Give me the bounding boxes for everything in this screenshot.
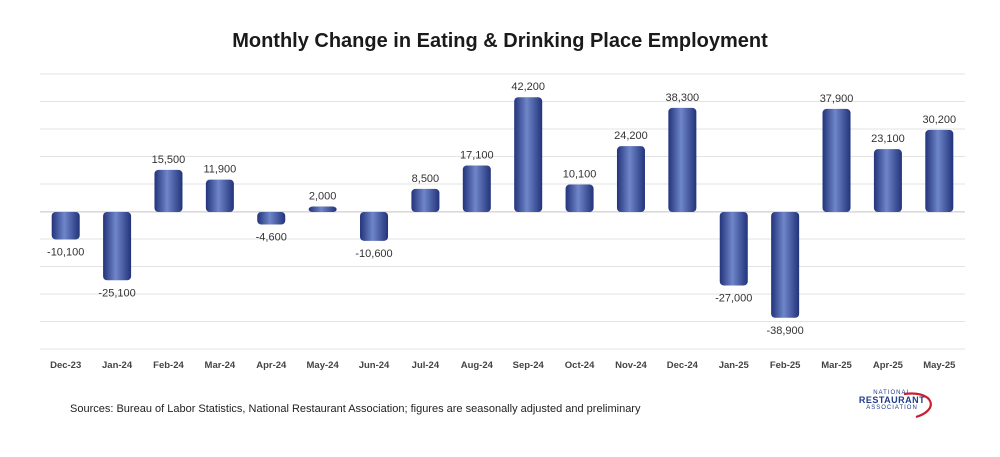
- x-tick-label: Mar-24: [205, 360, 236, 371]
- gridlines: [40, 73, 965, 350]
- bar-mar-25: [822, 108, 851, 212]
- x-axis-labels: Dec-23 Jan-24 Feb-24 Mar-24 Apr-24 May-24 Jun-…: [50, 360, 956, 371]
- logo-text-restaurant: RESTAURANT: [858, 395, 926, 405]
- x-tick-label: Aug-24: [461, 360, 494, 371]
- logo-text-national: NATIONAL: [873, 390, 911, 396]
- x-tick-label: Apr-24: [256, 360, 287, 371]
- x-tick-label: Apr-25: [873, 360, 904, 371]
- value-label: 17,100: [460, 149, 494, 161]
- bar-apr-25: [873, 149, 902, 212]
- x-tick-label: Jan-25: [719, 360, 750, 371]
- value-label: 2,000: [309, 191, 337, 203]
- value-label: -10,100: [47, 246, 84, 258]
- x-tick-label: Jun-24: [359, 360, 390, 371]
- value-label: 30,200: [922, 114, 956, 126]
- national-restaurant-association-logo: NATIONAL RESTAURANT ASSOCIATION: [842, 384, 942, 424]
- value-label: 8,500: [412, 173, 440, 185]
- x-tick-label: Jul-24: [412, 360, 440, 371]
- value-label: -10,600: [355, 248, 392, 260]
- chart-title: Monthly Change in Eating & Drinking Plac…: [232, 30, 768, 52]
- value-label: 23,100: [871, 133, 905, 145]
- logo-text-association: ASSOCIATION: [866, 405, 918, 411]
- bar-jun-24: [360, 212, 389, 241]
- value-labels-group: -10,100 -25,100 15,500 11,900 -4,600 2,000 -10…: [47, 81, 956, 337]
- value-label: 38,300: [666, 92, 700, 104]
- x-tick-label: Feb-25: [770, 360, 801, 371]
- source-note: Sources: Bureau of Labor Statistics, Nat…: [70, 403, 641, 415]
- bar-mar-24: [205, 179, 234, 212]
- bar-nov-24: [616, 146, 645, 212]
- bar-dec-24: [668, 107, 697, 212]
- bars-group: [51, 97, 954, 318]
- bar-jul-24: [411, 188, 440, 212]
- value-label: 15,500: [152, 154, 186, 166]
- x-tick-label: Mar-25: [821, 360, 852, 371]
- value-label: 42,200: [511, 81, 545, 93]
- bar-oct-24: [565, 184, 594, 212]
- swoosh-icon: [903, 392, 932, 419]
- bar-sep-24: [514, 97, 543, 212]
- value-label: -27,000: [715, 292, 752, 304]
- bar-jan-24: [103, 212, 132, 281]
- x-tick-label: Dec-24: [667, 360, 699, 371]
- bar-may-25: [925, 129, 954, 212]
- value-label: 10,100: [563, 169, 597, 181]
- value-label: -25,100: [98, 287, 135, 299]
- bar-apr-24: [257, 212, 286, 225]
- bar-dec-23: [51, 212, 80, 240]
- x-tick-label: Jan-24: [102, 360, 133, 371]
- value-label: -38,900: [766, 325, 803, 337]
- x-tick-label: Sep-24: [513, 360, 545, 371]
- value-label: -4,600: [256, 232, 287, 244]
- bar-aug-24: [462, 165, 491, 212]
- x-tick-label: May-25: [923, 360, 956, 371]
- x-tick-label: Feb-24: [153, 360, 184, 371]
- bar-feb-25: [771, 212, 800, 318]
- value-label: 11,900: [203, 164, 236, 176]
- bar-may-24: [308, 206, 337, 212]
- x-tick-label: Oct-24: [565, 360, 595, 371]
- x-tick-label: Dec-23: [50, 360, 81, 371]
- value-label: 24,200: [614, 130, 648, 142]
- x-tick-label: May-24: [307, 360, 340, 371]
- bar-jan-25: [719, 212, 748, 286]
- bar-feb-24: [154, 169, 183, 212]
- x-tick-label: Nov-24: [615, 360, 647, 371]
- value-label: 37,900: [820, 93, 854, 105]
